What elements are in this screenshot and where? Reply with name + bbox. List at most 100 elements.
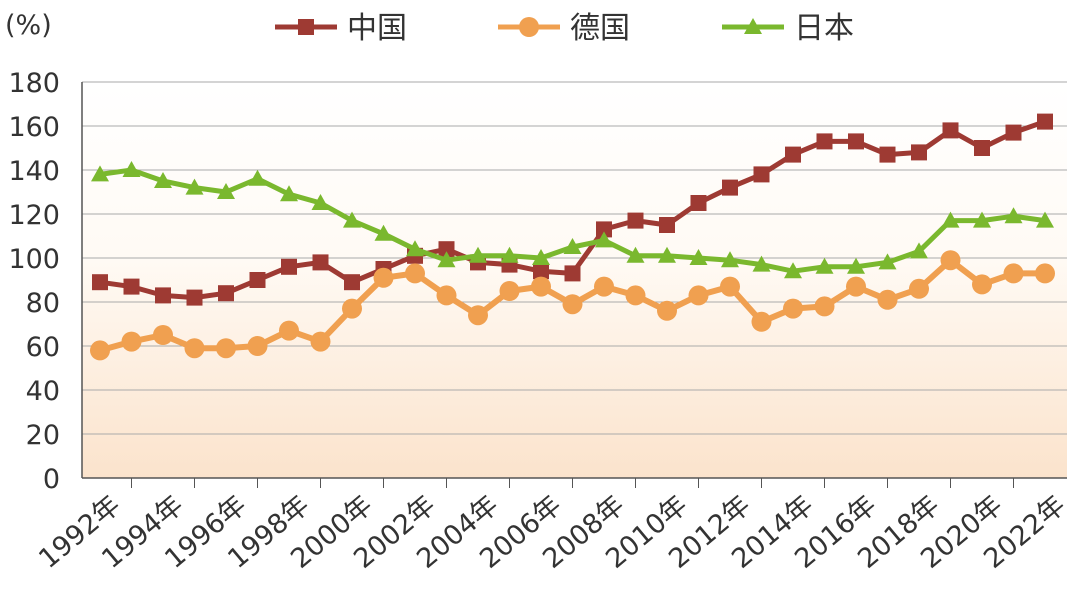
- marker: [626, 246, 645, 263]
- marker: [878, 253, 897, 270]
- marker: [1003, 263, 1024, 284]
- y-tick-label: 20: [26, 420, 60, 451]
- marker: [596, 221, 612, 238]
- marker: [1037, 113, 1053, 130]
- y-tick-label: 160: [8, 112, 60, 143]
- y-tick-label: 60: [26, 332, 60, 363]
- marker: [1005, 124, 1022, 141]
- marker: [1036, 211, 1054, 228]
- marker: [249, 272, 266, 288]
- marker: [344, 274, 360, 291]
- y-tick-label: 40: [26, 376, 60, 407]
- marker: [154, 172, 172, 188]
- marker: [499, 281, 520, 301]
- marker: [155, 287, 171, 304]
- marker: [784, 262, 802, 279]
- marker: [595, 231, 613, 248]
- marker: [185, 178, 204, 195]
- marker: [627, 212, 644, 229]
- marker: [184, 338, 205, 359]
- marker: [406, 240, 424, 257]
- marker: [532, 249, 550, 265]
- legend-label: 德国: [570, 11, 630, 46]
- marker: [92, 274, 108, 291]
- y-tick-label: 120: [8, 200, 60, 231]
- marker: [247, 336, 268, 356]
- legend-label: 中国: [347, 11, 407, 46]
- marker: [373, 267, 394, 288]
- y-tick-label: 80: [26, 288, 60, 319]
- marker: [753, 166, 770, 183]
- marker: [816, 133, 833, 150]
- marker: [218, 285, 234, 302]
- marker: [1035, 263, 1055, 284]
- marker: [974, 140, 990, 156]
- marker: [879, 146, 896, 163]
- marker: [783, 298, 803, 319]
- marker: [690, 195, 707, 211]
- y-tick-label: 0: [43, 464, 60, 495]
- marker: [562, 294, 583, 315]
- marker: [123, 278, 140, 295]
- marker: [469, 246, 487, 263]
- marker: [91, 165, 109, 182]
- marker: [186, 289, 203, 306]
- marker: [437, 251, 456, 268]
- marker: [720, 276, 740, 297]
- y-tick-label: 100: [8, 244, 60, 275]
- y-axis-label: (%): [5, 10, 52, 41]
- marker: [1004, 207, 1023, 224]
- marker: [752, 255, 771, 272]
- marker: [438, 241, 455, 258]
- marker: [312, 254, 329, 271]
- marker: [941, 211, 960, 228]
- marker: [279, 320, 299, 341]
- marker: [531, 276, 551, 297]
- marker: [248, 169, 267, 186]
- marker: [846, 276, 866, 297]
- marker: [910, 242, 928, 259]
- marker: [121, 331, 142, 352]
- marker: [688, 285, 709, 306]
- marker: [659, 217, 675, 233]
- marker: [500, 246, 519, 263]
- marker: [751, 311, 772, 332]
- marker: [468, 305, 488, 326]
- marker: [814, 296, 835, 317]
- marker: [785, 146, 801, 163]
- marker: [973, 211, 991, 228]
- marker: [847, 257, 865, 274]
- marker: [343, 211, 361, 228]
- marker: [298, 19, 314, 35]
- marker: [909, 278, 929, 299]
- marker: [940, 250, 961, 271]
- marker: [877, 289, 898, 310]
- marker: [374, 224, 393, 241]
- marker: [405, 263, 425, 284]
- marker: [342, 298, 362, 319]
- marker: [533, 263, 549, 280]
- marker: [311, 194, 330, 210]
- marker: [563, 238, 582, 254]
- marker: [721, 251, 739, 268]
- marker: [310, 331, 331, 352]
- y-tick-label: 180: [8, 68, 60, 99]
- marker: [658, 246, 676, 263]
- marker: [848, 133, 864, 150]
- marker: [942, 122, 959, 139]
- marker: [90, 340, 110, 361]
- marker: [153, 325, 173, 345]
- marker: [564, 265, 581, 282]
- marker: [594, 276, 614, 297]
- marker: [217, 183, 235, 199]
- marker: [436, 285, 457, 306]
- marker: [689, 249, 708, 265]
- legend-label: 日本: [794, 11, 854, 46]
- marker: [122, 161, 141, 177]
- marker: [972, 274, 992, 295]
- marker: [722, 179, 738, 196]
- marker: [625, 285, 646, 306]
- marker: [281, 258, 297, 275]
- marker: [519, 17, 539, 37]
- marker: [216, 338, 236, 359]
